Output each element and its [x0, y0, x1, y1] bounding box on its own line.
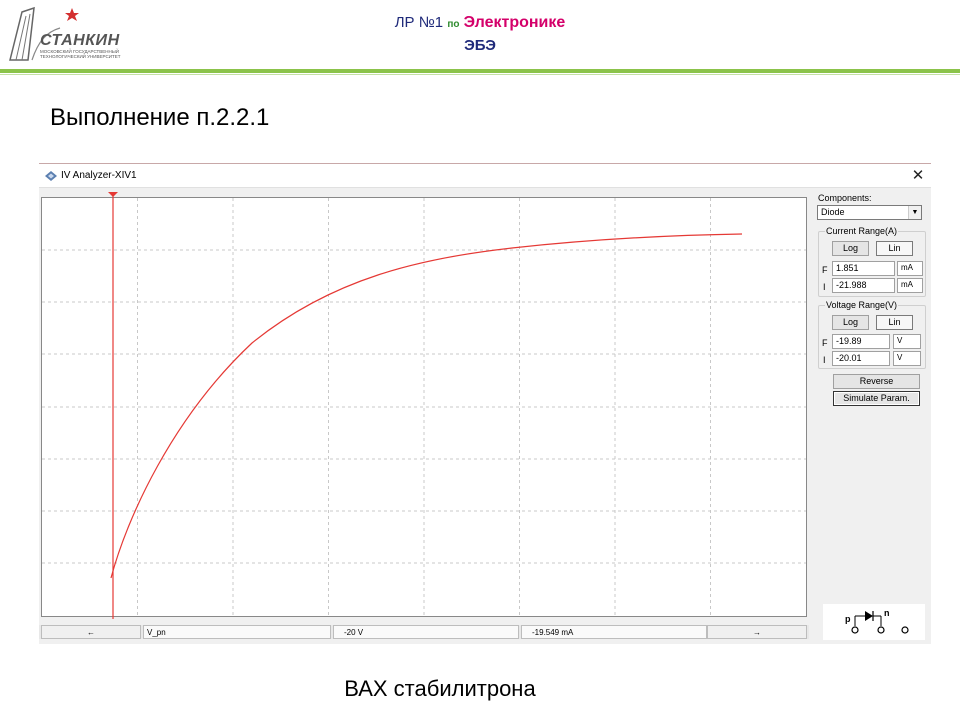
status-name: V_pn: [143, 625, 331, 639]
logo-text: СТАНКИН: [40, 32, 120, 49]
iv-curve: [110, 233, 743, 579]
current-log-button[interactable]: Log: [832, 241, 869, 256]
iv-plot-area[interactable]: [41, 197, 807, 617]
cursor-left-button[interactable]: ←: [41, 625, 141, 639]
current-f-label: F: [822, 265, 828, 275]
voltage-f-unit[interactable]: V: [893, 334, 921, 349]
connection-symbol: p n: [823, 604, 925, 640]
current-range-title: Current Range(A): [825, 226, 899, 236]
n-terminal-label: n: [884, 608, 890, 618]
section-title: Выполнение п.2.2.1: [50, 104, 270, 131]
current-i-input[interactable]: -21.988: [832, 278, 895, 293]
plot-grid: [42, 198, 806, 616]
p-terminal-label: p: [845, 614, 851, 624]
header-divider-light: [0, 74, 960, 75]
window-titlebar[interactable]: IV Analyzer-XIV1 ✕: [39, 164, 931, 188]
voltage-i-unit[interactable]: V: [893, 351, 921, 366]
status-voltage: -20 V: [333, 625, 519, 639]
cursor-line[interactable]: [107, 191, 119, 619]
iv-plot-svg: [42, 198, 806, 616]
figure-caption: ВАХ стабилитрона: [344, 676, 536, 701]
component-select[interactable]: Diode ▼: [817, 205, 922, 220]
voltage-log-button[interactable]: Log: [832, 315, 869, 330]
header-line-1: ЛР №1 по Электронике: [0, 14, 960, 32]
header-line-2: ЭБЭ: [464, 37, 496, 54]
component-select-value: Diode: [821, 207, 845, 217]
stankin-logo: СТАНКИН МОСКОВСКИЙ ГОСУДАРСТВЕННЫЙ ТЕХНО…: [2, 2, 120, 66]
window-app-icon: [45, 171, 57, 181]
components-label: Components:: [818, 193, 872, 203]
chevron-down-icon[interactable]: ▼: [908, 206, 921, 219]
header-preposition: по: [447, 19, 460, 30]
lab-number: ЛР №1: [394, 14, 444, 31]
current-range-group: Current Range(A) Log Lin F 1.851 mA I -2…: [818, 226, 926, 297]
close-icon[interactable]: ✕: [911, 167, 925, 184]
diode-symbol-icon: [851, 611, 909, 634]
voltage-i-input[interactable]: -20.01: [832, 351, 890, 366]
simulate-param-button[interactable]: Simulate Param.: [833, 391, 920, 406]
iv-analyzer-window: IV Analyzer-XIV1 ✕: [39, 163, 931, 644]
status-current: -19.549 mA: [521, 625, 707, 639]
window-title: IV Analyzer-XIV1: [61, 170, 137, 181]
header-divider: [0, 69, 960, 73]
logo-graphic: [9, 6, 79, 61]
current-lin-button[interactable]: Lin: [876, 241, 913, 256]
status-bar: ← V_pn -20 V -19.549 mA →: [39, 625, 809, 639]
current-i-unit[interactable]: mA: [897, 278, 923, 293]
reverse-button[interactable]: Reverse: [833, 374, 920, 389]
voltage-range-title: Voltage Range(V): [825, 300, 899, 310]
current-f-input[interactable]: 1.851: [832, 261, 895, 276]
voltage-f-label: F: [822, 338, 828, 348]
cursor-right-button[interactable]: →: [707, 625, 807, 639]
voltage-i-label: I: [823, 355, 826, 365]
current-i-label: I: [823, 282, 826, 292]
voltage-f-input[interactable]: -19.89: [832, 334, 890, 349]
voltage-range-group: Voltage Range(V) Log Lin F -19.89 V I -2…: [818, 300, 926, 369]
subject-title: Электронике: [463, 14, 566, 31]
logo-subtext: МОСКОВСКИЙ ГОСУДАРСТВЕННЫЙ ТЕХНОЛОГИЧЕСК…: [40, 49, 121, 59]
current-f-unit[interactable]: mA: [897, 261, 923, 276]
voltage-lin-button[interactable]: Lin: [876, 315, 913, 330]
